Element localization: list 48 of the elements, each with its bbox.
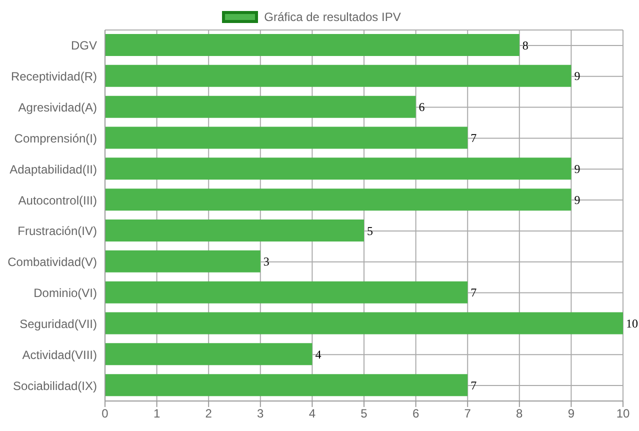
bar <box>105 188 572 211</box>
y-tick-label: Receptividad(R) <box>10 70 97 84</box>
data-label: 7 <box>470 286 477 300</box>
bar <box>105 96 416 118</box>
bar <box>105 220 364 242</box>
y-tick-label: DGV <box>70 38 97 53</box>
bar <box>105 374 468 396</box>
data-label: 5 <box>367 224 373 238</box>
bar <box>105 64 572 87</box>
y-tick-label: Agresividad(A) <box>18 100 97 115</box>
x-tick-label: 1 <box>153 406 160 421</box>
bar <box>105 312 623 334</box>
y-tick-label: Frustración(IV) <box>18 224 97 238</box>
y-tick-label: Autocontrol(III) <box>18 193 97 208</box>
y-tick-label: Sociabilidad(IX) <box>12 378 97 393</box>
data-label: 3 <box>263 254 270 269</box>
y-tick-label: Adaptabilidad(II) <box>10 162 97 176</box>
data-label: 9 <box>574 162 580 176</box>
data-label: 8 <box>522 38 528 52</box>
bar <box>105 126 468 149</box>
data-label: 7 <box>470 131 477 146</box>
bar <box>105 34 520 56</box>
x-tick-label: 8 <box>516 406 524 421</box>
series-label: Gráfica de resultados IPV <box>263 10 401 24</box>
x-tick-label: 2 <box>205 406 212 421</box>
x-tick-label: 7 <box>464 406 472 421</box>
data-label: 6 <box>418 100 425 114</box>
data-label: 7 <box>470 378 477 392</box>
data-label: 9 <box>574 192 580 207</box>
bar <box>105 343 312 366</box>
y-tick-label: Combatividad(V) <box>8 255 97 270</box>
data-label: 9 <box>574 69 580 84</box>
y-tick-label: Comprensión(I) <box>14 131 97 146</box>
x-tick-label: 10 <box>616 406 630 421</box>
data-label: 10 <box>626 316 638 331</box>
bar <box>105 250 260 272</box>
x-tick-label: 0 <box>102 406 109 421</box>
x-tick-label: 4 <box>308 406 316 421</box>
data-label: 4 <box>315 347 322 362</box>
y-tick-label: Seguridad(VII) <box>20 316 97 331</box>
y-tick-label: Dominio(VI) <box>34 286 97 300</box>
x-tick-label: 6 <box>412 406 420 421</box>
x-tick-label: 3 <box>257 406 264 421</box>
bar <box>105 281 468 304</box>
x-tick-label: 5 <box>360 406 368 421</box>
x-tick-label: 9 <box>568 406 575 421</box>
bar <box>105 158 572 180</box>
y-tick-label: Actividad(VIII) <box>22 348 97 362</box>
